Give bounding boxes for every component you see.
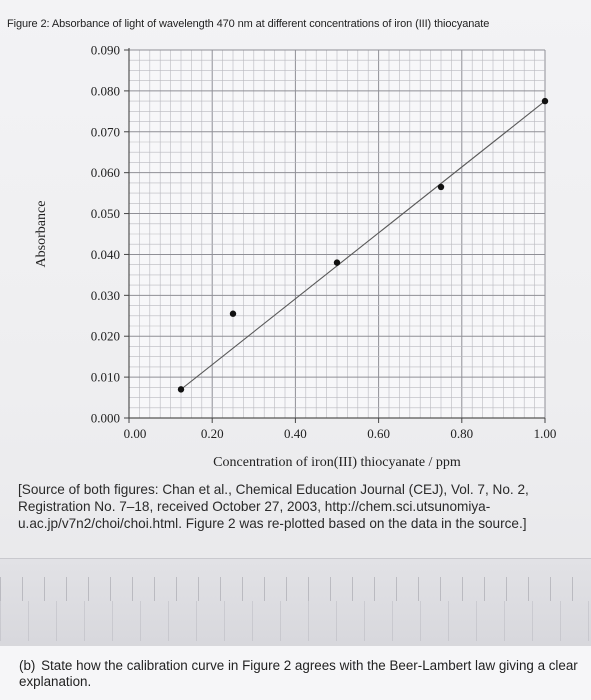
absorbance-chart: 0.000 0.010 0.020 0.030 0.040 0.050 0.060 0.070… <box>34 43 557 471</box>
data-point <box>229 310 237 317</box>
y-tick-label: 0.040 <box>91 247 120 262</box>
calibration-line <box>180 100 546 390</box>
x-tick-label: 0.20 <box>201 426 224 441</box>
y-axis-label: Absorbance <box>34 201 49 268</box>
y-tick-label: 0.030 <box>91 288 120 303</box>
source-note: [Source of both figures: Chan et al., Ch… <box>18 482 529 531</box>
data-point <box>437 183 445 191</box>
y-tick-label: 0.000 <box>91 411 120 426</box>
question-label: (b) <box>19 658 36 673</box>
x-tick-label: 0.60 <box>367 426 390 441</box>
x-tick-label: 0.00 <box>124 426 147 441</box>
data-point <box>333 259 341 266</box>
question-text: (b) State how the calibration curve in F… <box>19 658 579 690</box>
question-body: State how the calibration curve in Figur… <box>19 658 578 689</box>
ruler-ticks <box>0 577 591 601</box>
data-point <box>541 97 549 105</box>
y-tick-label: 0.050 <box>91 206 120 221</box>
x-axis-label: Concentration of iron(III) thiocyanate /… <box>213 455 461 470</box>
figure-title: Figure 2: Absorbance of light of wavelen… <box>7 18 490 30</box>
ruler-band <box>0 601 591 641</box>
x-tick-label: 0.80 <box>450 426 473 441</box>
data-point <box>177 386 185 393</box>
y-tick-label: 0.080 <box>91 83 120 98</box>
x-tick-label: 0.40 <box>284 426 307 441</box>
question-block: (b) State how the calibration curve in F… <box>0 646 591 700</box>
y-tick-label: 0.060 <box>91 165 120 180</box>
y-tick-label: 0.020 <box>91 329 120 344</box>
y-tick-label: 0.010 <box>91 370 120 385</box>
x-tick-label: 1.00 <box>534 426 557 441</box>
ruler-background <box>0 558 591 659</box>
y-tick-label: 0.090 <box>91 43 120 58</box>
y-tick-label: 0.070 <box>91 124 120 139</box>
